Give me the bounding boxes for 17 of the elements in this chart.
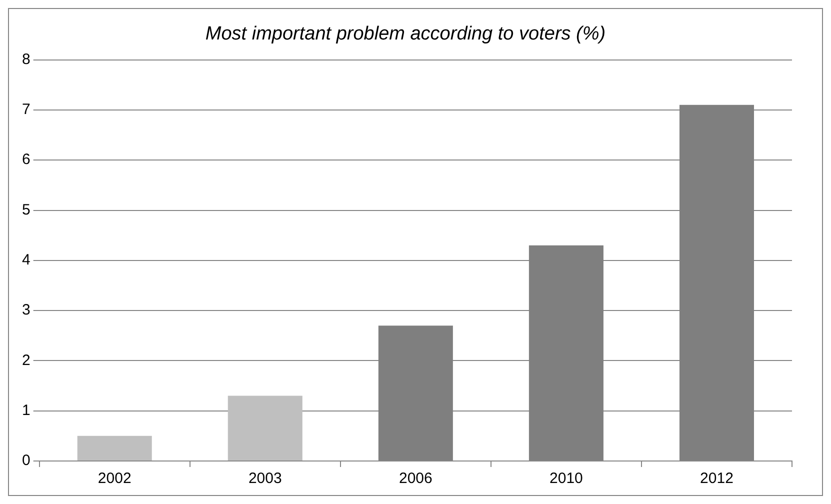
x-tick-label: 2006 bbox=[398, 470, 432, 488]
y-tick-label: 2 bbox=[22, 352, 30, 369]
bar bbox=[77, 436, 152, 460]
y-tick-label: 5 bbox=[22, 201, 30, 218]
x-tick-label: 2010 bbox=[550, 470, 583, 488]
chart-title: Most important problem according to voters (%) bbox=[205, 24, 606, 45]
x-tick-label: 2003 bbox=[248, 470, 282, 488]
y-tick-label: 6 bbox=[22, 151, 30, 168]
y-tick-label: 4 bbox=[22, 252, 30, 269]
y-tick-label: 0 bbox=[22, 452, 30, 470]
bar bbox=[228, 396, 302, 460]
y-tick-label: 8 bbox=[22, 50, 30, 68]
y-tick-label: 7 bbox=[22, 101, 30, 118]
y-tick-label: 3 bbox=[22, 302, 30, 319]
x-tick-label: 2002 bbox=[98, 470, 132, 488]
y-tick-label: 1 bbox=[22, 402, 30, 419]
x-tick-label: 2012 bbox=[700, 470, 734, 488]
